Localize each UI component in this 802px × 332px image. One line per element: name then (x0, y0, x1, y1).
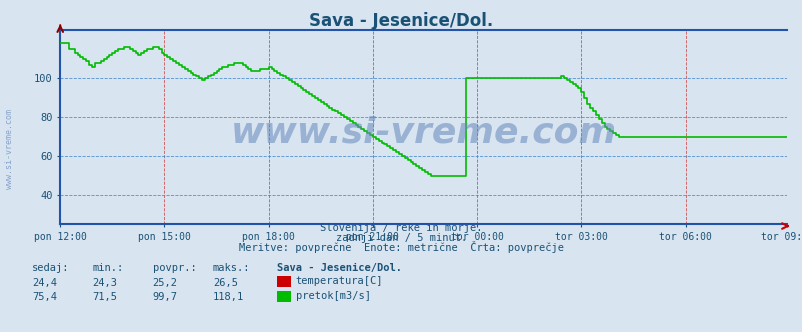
Text: povpr.:: povpr.: (152, 263, 196, 273)
Text: 25,2: 25,2 (152, 278, 177, 288)
Text: Meritve: povprečne  Enote: metrične  Črta: povprečje: Meritve: povprečne Enote: metrične Črta:… (239, 241, 563, 253)
Text: 118,1: 118,1 (213, 292, 244, 302)
Text: Sava - Jesenice/Dol.: Sava - Jesenice/Dol. (309, 12, 493, 30)
Text: temperatura[C]: temperatura[C] (295, 276, 383, 286)
Text: zadnji dan / 5 minut.: zadnji dan / 5 minut. (335, 233, 467, 243)
Text: www.si-vreme.com: www.si-vreme.com (5, 110, 14, 189)
Text: 24,4: 24,4 (32, 278, 57, 288)
Text: 75,4: 75,4 (32, 292, 57, 302)
Text: Slovenija / reke in morje.: Slovenija / reke in morje. (320, 223, 482, 233)
Text: min.:: min.: (92, 263, 124, 273)
Text: pretok[m3/s]: pretok[m3/s] (295, 291, 370, 301)
Text: 99,7: 99,7 (152, 292, 177, 302)
Text: sedaj:: sedaj: (32, 263, 70, 273)
Text: 71,5: 71,5 (92, 292, 117, 302)
Text: www.si-vreme.com: www.si-vreme.com (230, 116, 616, 150)
Text: 26,5: 26,5 (213, 278, 237, 288)
Text: Sava - Jesenice/Dol.: Sava - Jesenice/Dol. (277, 263, 402, 273)
Text: 24,3: 24,3 (92, 278, 117, 288)
Text: maks.:: maks.: (213, 263, 250, 273)
